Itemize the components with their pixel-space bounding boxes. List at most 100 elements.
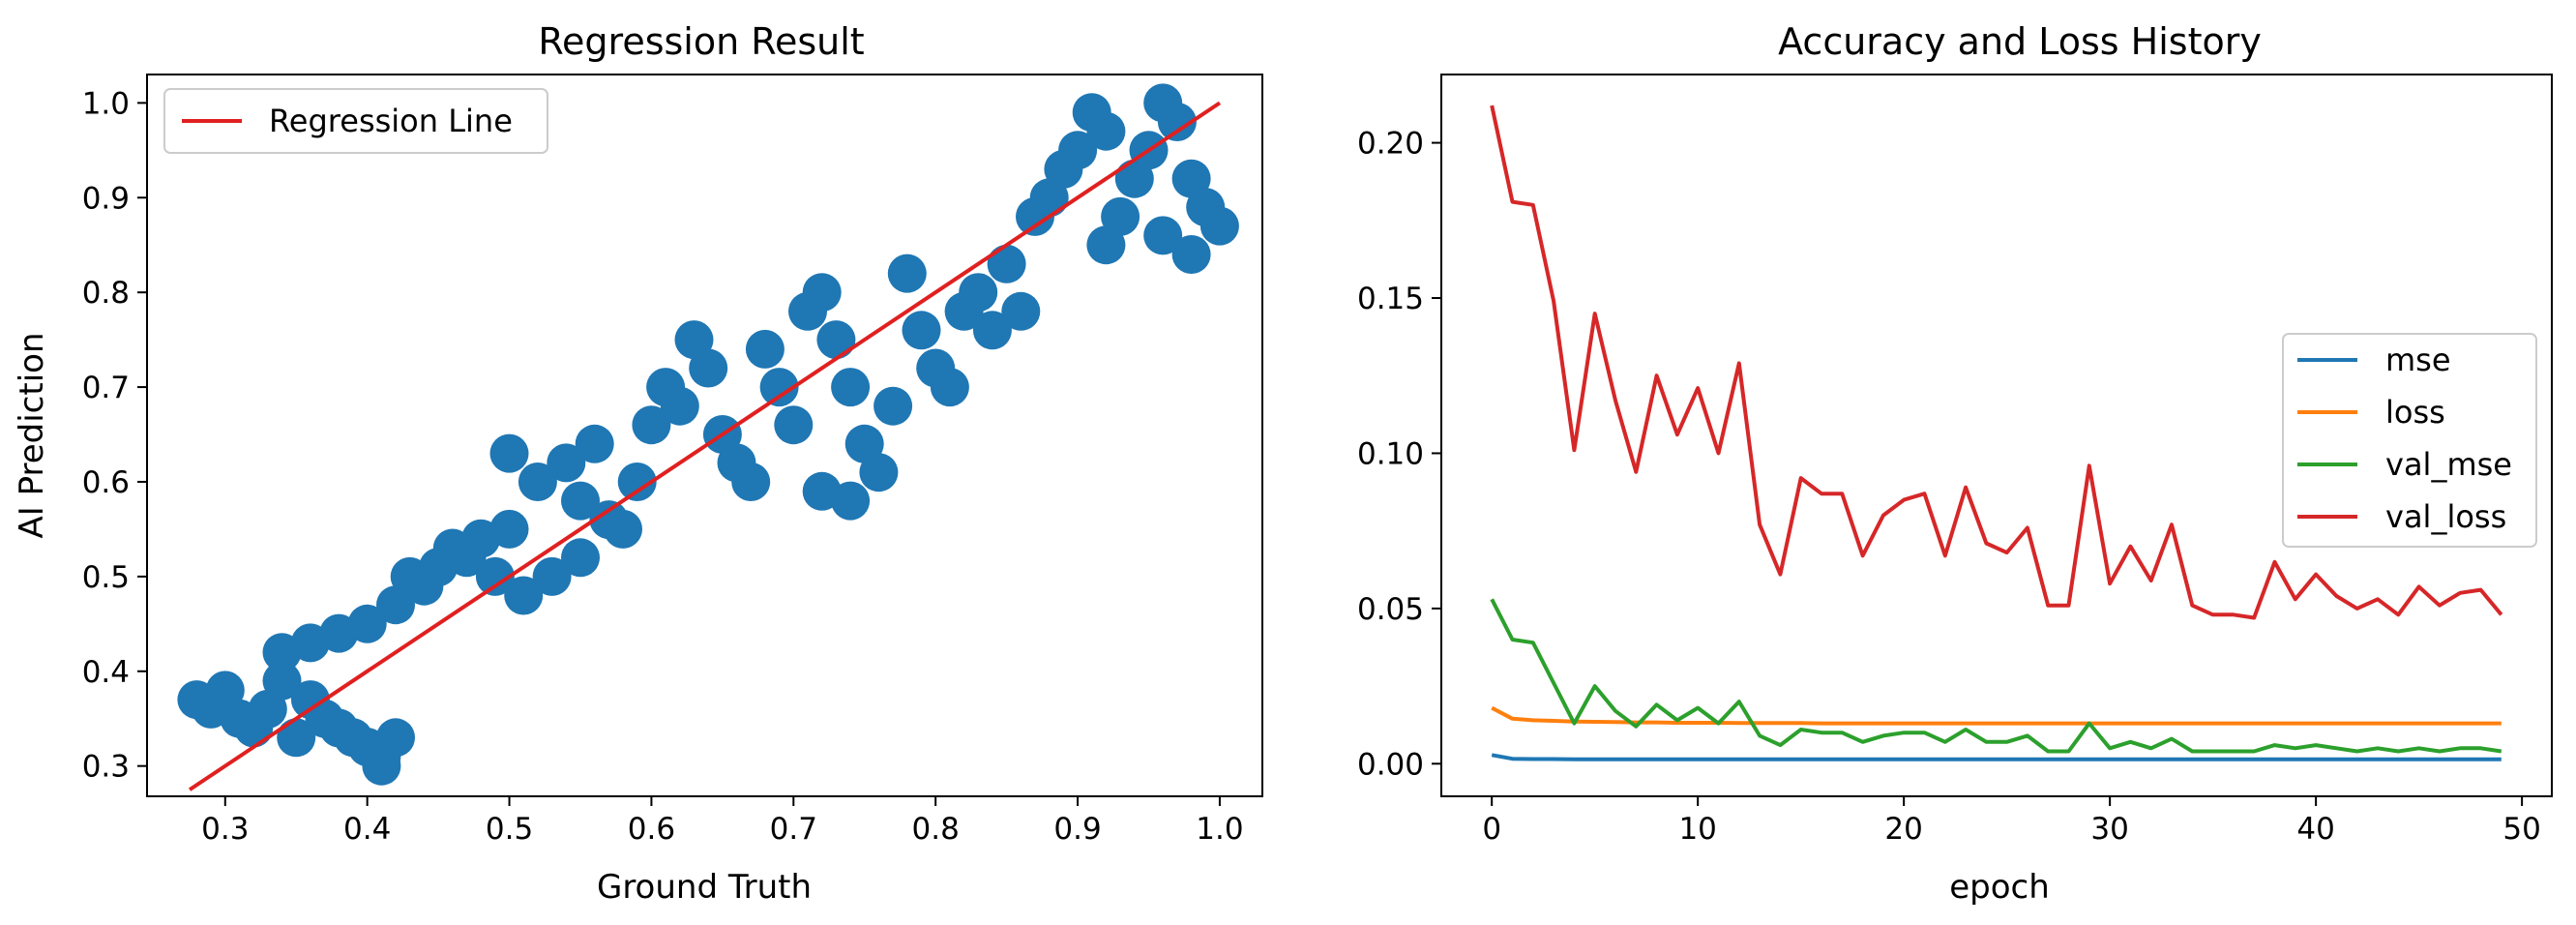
regression-line — [188, 101, 1222, 791]
y-tick-label: 1.0 — [82, 86, 130, 121]
legend-label-val-loss: val_loss — [2385, 498, 2506, 535]
legend-label-loss: loss — [2385, 394, 2445, 431]
scatter-point — [1001, 291, 1041, 331]
regression-y-axis-label: AI Prediction — [13, 333, 51, 539]
scatter-point — [859, 453, 899, 492]
y-tick-label: 0.5 — [82, 560, 130, 595]
regression-legend-label: Regression Line — [269, 103, 513, 139]
regression-plot-area — [177, 83, 1239, 791]
regression-x-ticks: 0.3 0.4 0.5 0.6 0.7 0.8 0.9 1.0 — [201, 796, 1244, 847]
x-tick-label: 20 — [1884, 812, 1922, 847]
history-x-ticks: 0 10 20 30 40 50 — [1482, 796, 2541, 847]
series-line-mse — [1491, 753, 2502, 761]
scatter-point — [930, 368, 969, 407]
history-legend: mse loss val_mse val_loss — [2282, 333, 2537, 548]
scatter-point — [902, 311, 941, 350]
history-y-ticks: 0.00 0.05 0.10 0.15 0.20 — [1357, 127, 1441, 782]
y-tick-label: 0.3 — [82, 750, 130, 785]
series-line-val-mse — [1490, 598, 2502, 754]
scatter-point — [277, 718, 316, 758]
y-tick-label: 0.8 — [82, 276, 130, 311]
regression-x-axis-label: Ground Truth — [597, 868, 812, 907]
x-tick-label: 0.7 — [770, 812, 817, 847]
scatter-point — [774, 405, 814, 445]
y-tick-label: 0.00 — [1357, 747, 1424, 782]
y-tick-label: 0.05 — [1357, 592, 1424, 627]
x-tick-label: 1.0 — [1196, 812, 1243, 847]
x-tick-label: 50 — [2502, 812, 2540, 847]
history-legend-box — [2282, 333, 2537, 548]
scatter-point — [873, 386, 913, 426]
scatter-point — [887, 254, 927, 293]
scatter-point — [759, 368, 799, 407]
y-tick-label: 0.6 — [82, 465, 130, 500]
scatter-point — [816, 320, 856, 360]
scatter-point — [1058, 131, 1098, 170]
series-line-val-loss — [1490, 104, 2503, 620]
x-tick-label: 30 — [2090, 812, 2128, 847]
scatter-point — [731, 462, 771, 501]
regression-chart: Regression Result 0.3 0.4 0.5 0.6 0.7 0.8 0.9 1… — [13, 20, 1263, 907]
y-tick-label: 0.4 — [82, 655, 130, 690]
scatter-point — [475, 556, 515, 596]
scatter-point — [1171, 235, 1211, 274]
scatter-point — [617, 462, 657, 501]
x-tick-label: 0.4 — [343, 812, 391, 847]
x-tick-label: 0.6 — [628, 812, 675, 847]
y-tick-label: 0.10 — [1357, 436, 1424, 471]
scatter-point — [831, 481, 871, 521]
scatter-point — [972, 311, 1012, 350]
x-tick-label: 0 — [1482, 812, 1501, 847]
scatter-point — [561, 538, 600, 578]
scatter-point — [1157, 103, 1197, 141]
history-x-axis-label: epoch — [1949, 868, 2050, 907]
regression-legend: Regression Line — [163, 88, 548, 154]
scatter-point — [376, 718, 415, 758]
scatter-point — [504, 576, 544, 615]
scatter-point — [1086, 111, 1126, 151]
x-tick-label: 40 — [2296, 812, 2334, 847]
scatter-point — [561, 481, 600, 521]
regression-axes-frame — [146, 74, 1263, 797]
scatter-point — [489, 433, 529, 473]
x-tick-label: 0.8 — [912, 812, 960, 847]
y-tick-label: 0.7 — [82, 371, 130, 405]
history-chart: Accuracy and Loss History 0 10 20 30 40 50 0.… — [1357, 20, 2553, 907]
scatter-point — [689, 348, 728, 388]
scatter-point — [802, 273, 842, 313]
history-axes-frame — [1440, 74, 2553, 797]
series-line-loss — [1491, 705, 2502, 726]
scatter-point — [489, 509, 529, 549]
scatter-point — [660, 386, 699, 426]
history-chart-title: Accuracy and Loss History — [1778, 20, 2262, 63]
legend-label-val-mse: val_mse — [2385, 446, 2512, 483]
x-tick-label: 10 — [1678, 812, 1716, 847]
regression-legend-box — [163, 88, 548, 154]
scatter-point — [831, 368, 871, 407]
scatter-point — [1199, 206, 1239, 246]
history-plot-area — [1490, 104, 2503, 761]
regression-chart-title: Regression Result — [538, 20, 864, 63]
x-tick-label: 0.5 — [486, 812, 533, 847]
scatter-point — [262, 661, 302, 701]
x-tick-label: 0.3 — [201, 812, 249, 847]
regression-y-ticks: 0.3 0.4 0.5 0.6 0.7 0.8 0.9 1.0 — [82, 86, 147, 785]
legend-label-mse: mse — [2385, 342, 2451, 378]
scatter-point — [547, 443, 586, 483]
scatter-point — [1143, 216, 1183, 255]
scatter-point — [745, 329, 785, 369]
scatter-point — [347, 604, 387, 643]
scatter-point — [604, 509, 642, 549]
scatter-point — [632, 405, 671, 445]
y-tick-label: 0.15 — [1357, 282, 1424, 316]
y-tick-label: 0.9 — [82, 181, 130, 216]
y-tick-label: 0.20 — [1357, 127, 1424, 162]
scatter-point — [987, 244, 1026, 283]
scatter-point — [1086, 225, 1126, 265]
scatter-point — [518, 462, 557, 501]
scatter-point — [959, 273, 998, 313]
scatter-point — [532, 556, 572, 596]
scatter-point — [575, 424, 614, 463]
x-tick-label: 0.9 — [1053, 812, 1101, 847]
